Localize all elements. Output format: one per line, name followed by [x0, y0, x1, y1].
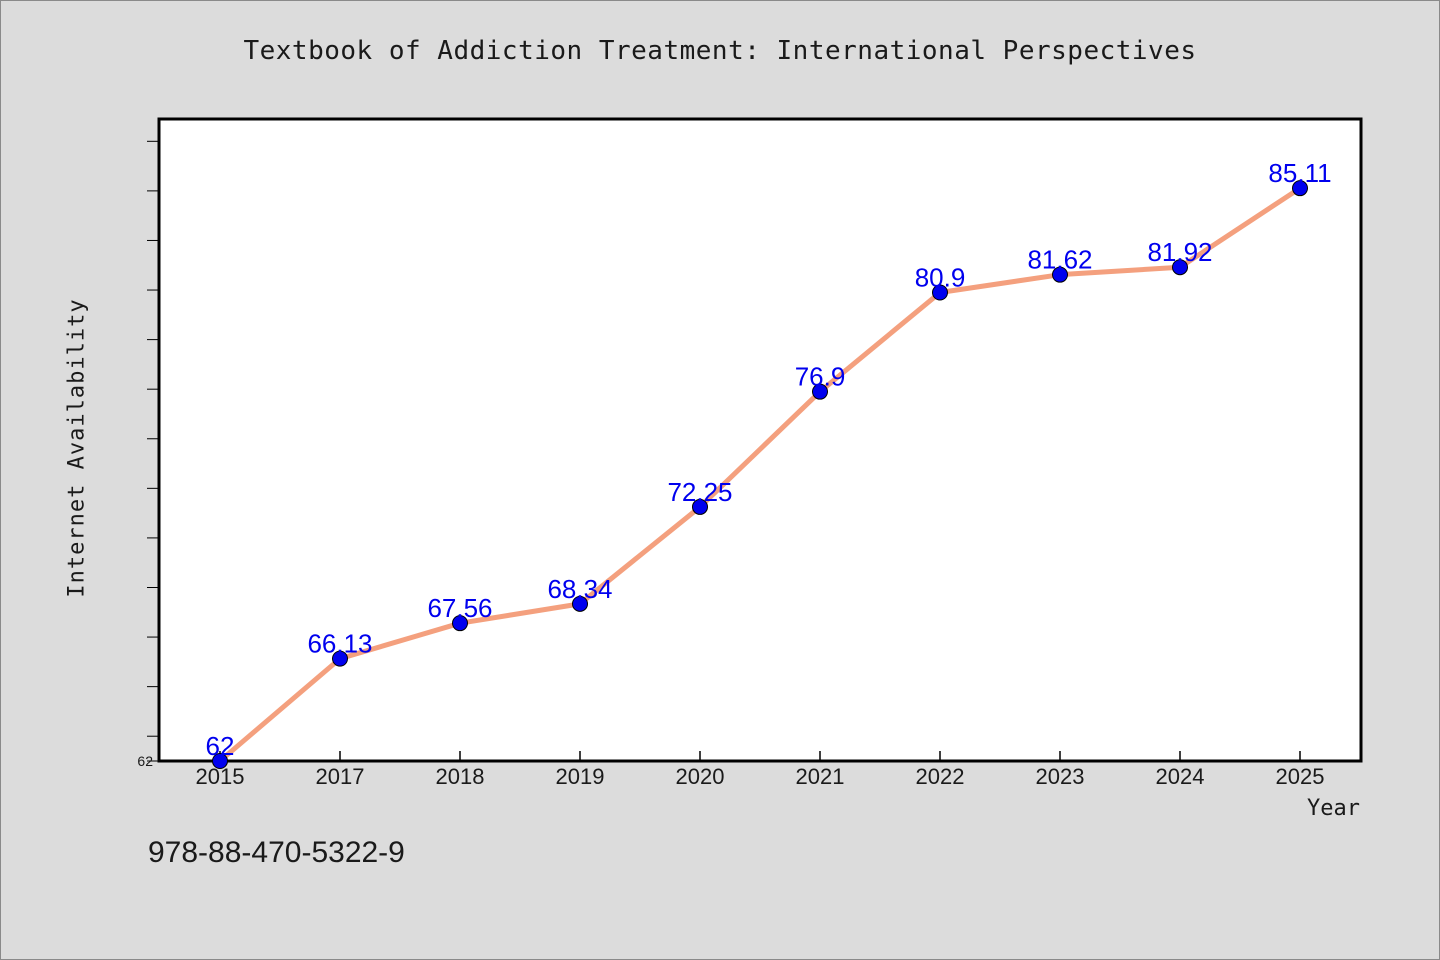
chart-title: Textbook of Addiction Treatment: Interna… — [243, 36, 1197, 66]
y-axis-ticks: 62 — [137, 140, 159, 769]
x-tick-label: 2017 — [316, 764, 365, 789]
x-tick-label: 2023 — [1036, 764, 1085, 789]
y-tick-label: 62 — [137, 753, 153, 769]
data-point — [932, 284, 948, 301]
data-point — [692, 498, 708, 515]
x-tick-label: 2018 — [436, 764, 485, 789]
data-label: 66.13 — [307, 629, 372, 659]
data-point — [212, 753, 228, 769]
data-point — [1052, 266, 1068, 283]
data-point — [1292, 180, 1308, 197]
data-point — [1172, 259, 1188, 276]
data-labels: 62 66.13 67.56 68.34 72.25 76.9 80.9 81.62 81.92… — [206, 158, 1332, 761]
isbn-text: 978-88-470-5322-9 — [148, 836, 405, 869]
data-point — [812, 383, 828, 400]
series-polyline — [217, 185, 1303, 764]
data-label: 72.25 — [667, 477, 732, 507]
x-tick-label: 2021 — [796, 764, 845, 789]
data-label: 85.11 — [1268, 158, 1331, 188]
x-tick-label: 2022 — [916, 764, 965, 789]
data-label: 76.9 — [795, 362, 846, 392]
data-label: 81.62 — [1027, 245, 1092, 275]
series-markers — [212, 180, 1308, 769]
data-label: 68.34 — [547, 574, 612, 604]
y-axis-label: Internet Availability — [64, 298, 90, 598]
data-label: 80.9 — [915, 263, 966, 293]
x-tick-label: 2020 — [676, 764, 725, 789]
x-tick-label: 2024 — [1156, 764, 1205, 789]
data-label: 62 — [206, 731, 235, 761]
data-label: 67.56 — [427, 593, 492, 623]
data-point — [452, 615, 468, 632]
data-point — [572, 595, 588, 612]
data-point — [332, 650, 348, 667]
x-tick-label: 2019 — [556, 764, 605, 789]
data-label: 81.92 — [1147, 237, 1212, 267]
x-tick-label: 2025 — [1276, 764, 1325, 789]
x-axis-ticks: 2015 2017 2018 2019 2020 2021 2022 2023 2024 2025 — [196, 751, 1325, 789]
series-line — [217, 185, 1303, 764]
x-axis-label: Year — [1307, 796, 1360, 821]
